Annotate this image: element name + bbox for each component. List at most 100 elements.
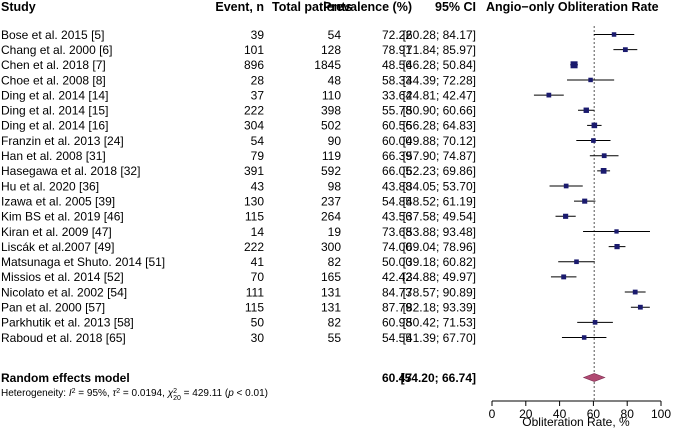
study-name: Ding et al. 2014 [14]: [1, 88, 108, 102]
estimate-square: [546, 92, 552, 98]
study-marker-group: [589, 153, 619, 159]
header-ci: 95% CI: [435, 0, 476, 14]
study-prevalence: 74.00: [382, 240, 412, 254]
study-name: Pan et al. 2000 [57]: [1, 301, 105, 315]
study-prevalence: 66.39: [382, 149, 412, 163]
study-ci: [39.18; 60.82]: [403, 255, 476, 269]
study-row: Bose et al. 2015 [5] 39 54 72.22[60.28; 84.…: [1, 28, 476, 42]
study-marker-group: [561, 335, 607, 340]
study-name: Kim BS et al. 2019 [46]: [1, 210, 124, 224]
study-events: 79: [251, 149, 265, 163]
study-prevalence: 55.78: [382, 104, 412, 118]
study-row: Ding et al. 2014 [16] 304 502 60.56[56.28; …: [1, 119, 476, 133]
study-events: 14: [251, 225, 265, 239]
study-prevalence: 42.42: [382, 270, 412, 284]
study-ci: [49.88; 70.12]: [403, 134, 476, 148]
study-ci: [37.58; 49.54]: [403, 210, 476, 224]
x-axis: 0 20 40 60 80 100: [489, 400, 671, 421]
study-ci: [62.23; 69.86]: [403, 164, 476, 178]
study-total: 128: [321, 43, 341, 57]
study-marker-group: [576, 138, 611, 143]
study-total: 55: [328, 331, 342, 345]
study-events: 41: [251, 255, 265, 269]
estimate-square: [592, 320, 598, 325]
i2-value: = 95%,: [76, 388, 113, 399]
study-total: 237: [321, 194, 341, 208]
study-prevalence: 54.85: [382, 194, 412, 208]
estimate-square: [611, 32, 617, 37]
study-prevalence: 60.98: [382, 316, 412, 330]
study-total: 19: [328, 225, 342, 239]
study-name: Bose et al. 2015 [5]: [1, 28, 104, 42]
study-prevalence: 78.91: [382, 43, 412, 57]
study-events: 43: [251, 179, 265, 193]
study-ci: [41.39; 67.70]: [403, 331, 476, 345]
estimate-square: [622, 47, 628, 53]
study-total: 592: [321, 164, 341, 178]
study-row: Raboud et al. 2018 [65] 30 55 54.55[41.39; …: [1, 331, 476, 345]
study-marker-group: [567, 77, 615, 83]
study-total: 48: [328, 73, 342, 87]
x-axis-label: Obliteration Rate, %: [522, 415, 630, 428]
study-name: Nicolato et al. 2002 [54]: [1, 285, 127, 299]
summary-diamond: [582, 373, 606, 382]
chi-label: χ: [167, 388, 174, 399]
study-ci: [48.52; 61.19]: [403, 194, 476, 208]
study-total: 90: [328, 134, 342, 148]
study-name: Hasegawa et al. 2018 [32]: [1, 164, 140, 178]
study-ci: [69.04; 78.96]: [403, 240, 476, 254]
p-value: < 0.01): [234, 388, 268, 399]
estimate-square: [637, 304, 643, 310]
estimate-square: [588, 77, 593, 83]
study-row: Parkhutik et al. 2013 [58] 50 82 60.98[50.4…: [1, 316, 476, 330]
study-name: Franzin et al. 2013 [24]: [1, 134, 124, 148]
study-ci: [78.57; 90.89]: [403, 285, 476, 299]
study-events: 304: [244, 119, 264, 133]
study-total: 131: [321, 285, 341, 299]
study-name: Parkhutik et al. 2013 [58]: [1, 316, 134, 330]
study-name: Missios et al. 2014 [52]: [1, 270, 124, 284]
study-prevalence: 50.00: [382, 255, 412, 269]
i2-label: I: [69, 388, 72, 399]
study-row: Liscák et al.2007 [49] 222 300 74.00[69.04;…: [1, 240, 476, 254]
study-total: 119: [322, 149, 341, 163]
study-prevalence: 66.05: [382, 164, 412, 178]
x-tick-label: 100: [651, 407, 671, 421]
study-events: 37: [251, 88, 265, 102]
study-prevalence: 33.64: [382, 88, 412, 102]
plot-area: 0 20 40 60 80 100: [489, 26, 671, 421]
study-total: 398: [321, 104, 341, 118]
estimate-square: [582, 198, 588, 204]
header-row: Study Event, n Total patients Prevalence…: [1, 0, 659, 14]
study-marker-group: [608, 243, 626, 250]
study-total: 110: [322, 88, 341, 102]
estimate-square: [570, 61, 578, 69]
estimate-square: [591, 122, 598, 129]
study-events: 101: [244, 43, 264, 57]
study-events: 222: [244, 104, 264, 118]
study-ci: [56.28; 64.83]: [403, 119, 476, 133]
study-name: Hu et al. 2020 [36]: [1, 179, 99, 193]
estimate-square: [563, 183, 569, 189]
study-marker-group: [613, 47, 638, 53]
study-row: Izawa et al. 2005 [39] 130 237 54.85[48.52;…: [1, 194, 476, 208]
summary-prevalence: 60.47: [382, 371, 412, 385]
x-tick-label: 60: [587, 407, 601, 421]
study-marker-group: [570, 61, 578, 69]
study-marker-group: [624, 289, 646, 295]
study-ci: [34.05; 53.70]: [403, 179, 476, 193]
estimate-square: [563, 213, 569, 219]
study-marker-group: [533, 92, 564, 98]
x-tick-label: 20: [519, 407, 533, 421]
study-prevalence: 72.22: [382, 28, 412, 42]
study-marker-group: [558, 259, 595, 265]
study-row: Nicolato et al. 2002 [54] 111 131 84.73[78.…: [1, 285, 476, 299]
p-label: p: [227, 388, 234, 399]
study-events: 896: [244, 58, 264, 72]
study-prevalence: 60.00: [382, 134, 412, 148]
study-name: Chang et al. 2000 [6]: [1, 43, 112, 57]
tau-label: τ: [112, 388, 117, 399]
study-ci: [34.88; 49.97]: [403, 270, 476, 284]
study-total: 1845: [314, 58, 341, 72]
